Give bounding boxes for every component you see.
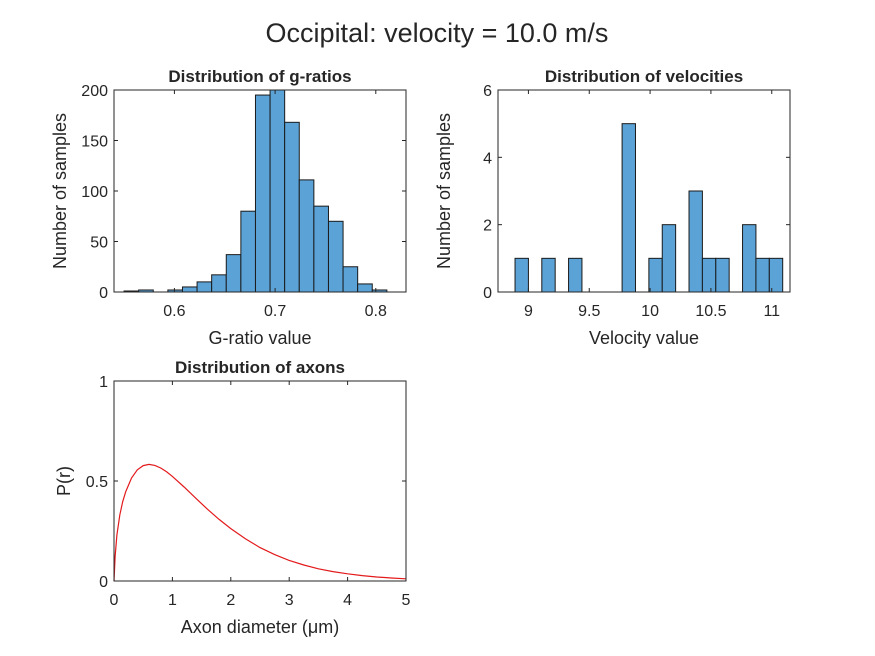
x-tick-label: 0.6 xyxy=(163,303,185,320)
plot-frame xyxy=(497,89,791,293)
histogram-bar xyxy=(514,257,529,293)
y-tick-label: 0 xyxy=(483,285,492,302)
x-tick-label: 0 xyxy=(110,592,119,609)
x-tick-label: 11 xyxy=(763,303,780,320)
histogram-bar xyxy=(541,257,556,293)
histogram-bar xyxy=(701,257,717,293)
histogram-bar xyxy=(269,89,286,293)
histogram-bar xyxy=(755,257,770,293)
y-tick-label: 1 xyxy=(99,374,108,391)
histogram-bar xyxy=(661,224,677,293)
x-tick-label: 5 xyxy=(402,592,411,609)
y-tick-label: 4 xyxy=(483,150,492,167)
y-tick-label: 200 xyxy=(81,83,108,100)
y-axis-label: Number of samples xyxy=(50,113,70,269)
histogram-bar xyxy=(688,190,703,293)
subplot-3: 0 1 2 3 4 5 0 0.5 1 Distribution of axons Axon dia… xyxy=(54,358,411,637)
x-tick-label: 10.5 xyxy=(695,303,726,320)
histogram-bar xyxy=(342,266,359,293)
histogram-bar xyxy=(568,257,583,293)
histogram-bar xyxy=(313,205,329,293)
histogram-bar xyxy=(196,281,213,293)
y-tick-label: 0 xyxy=(99,574,108,591)
histogram-bar xyxy=(621,123,636,293)
subplot-1: 0.6 0.7 0.8 0 50 100 150 200 Distribution of g-r… xyxy=(50,67,407,348)
x-axis-label: Axon diameter (μm) xyxy=(181,617,339,637)
x-axis-label: G-ratio value xyxy=(208,328,311,348)
histogram-bar xyxy=(284,121,300,293)
histogram-bar xyxy=(768,257,784,293)
histogram-bar xyxy=(254,94,271,293)
histogram-bar xyxy=(181,286,198,293)
x-tick-label: 0.8 xyxy=(365,303,387,320)
y-axis-label: Number of samples xyxy=(434,113,454,269)
plot-title: Distribution of velocities xyxy=(545,67,743,86)
x-tick-label: 9 xyxy=(524,303,533,320)
histogram-bar xyxy=(211,274,227,293)
x-tick-label: 2 xyxy=(226,592,235,609)
y-tick-label: 6 xyxy=(483,83,492,100)
y-tick-label: 2 xyxy=(483,218,492,235)
histogram-bar xyxy=(327,220,344,293)
y-axis-label: P(r) xyxy=(54,466,74,496)
plot-title: Distribution of axons xyxy=(175,358,345,377)
series-line xyxy=(113,463,407,582)
x-tick-label: 0.7 xyxy=(264,303,286,320)
histogram-bar xyxy=(742,224,757,293)
x-tick-label: 4 xyxy=(343,592,352,609)
y-tick-label: 0 xyxy=(99,285,108,302)
histogram-bar xyxy=(648,257,663,293)
x-tick-label: 3 xyxy=(285,592,294,609)
y-tick-label: 100 xyxy=(81,184,108,201)
histogram-bar xyxy=(357,283,373,293)
histogram-bar xyxy=(298,179,315,293)
histogram-bar xyxy=(240,210,256,293)
figure-suptitle: Occipital: velocity = 10.0 m/s xyxy=(266,18,609,48)
x-tick-label: 9.5 xyxy=(578,303,600,320)
subplot-2: 9 9.5 10 10.5 11 0 2 4 6 Distribution of velociti… xyxy=(434,67,791,348)
plot-area xyxy=(113,380,407,582)
plot-title: Distribution of g-ratios xyxy=(168,67,351,86)
histogram-bar xyxy=(225,254,242,293)
x-tick-label: 1 xyxy=(168,592,177,609)
y-tick-label: 0.5 xyxy=(86,474,108,491)
y-tick-label: 50 xyxy=(90,235,108,252)
x-tick-label: 10 xyxy=(641,303,659,320)
x-axis-label: Velocity value xyxy=(589,328,699,348)
y-tick-label: 150 xyxy=(81,134,108,151)
histogram-bar xyxy=(715,257,730,293)
